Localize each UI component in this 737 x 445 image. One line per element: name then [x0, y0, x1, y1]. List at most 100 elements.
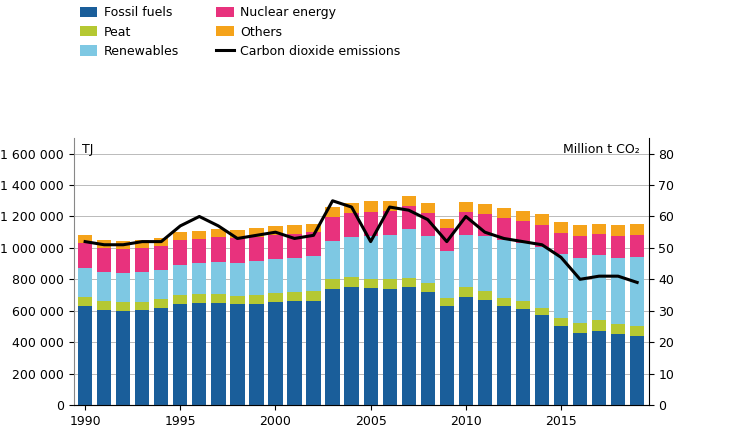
- Bar: [230, 239, 245, 263]
- Bar: [383, 289, 397, 405]
- Bar: [230, 304, 245, 405]
- Bar: [268, 293, 282, 302]
- Bar: [307, 232, 321, 256]
- Bar: [383, 211, 397, 235]
- Bar: [78, 297, 92, 306]
- Carbon dioxide emissions: [461, 214, 470, 219]
- Carbon dioxide emissions: [309, 233, 318, 238]
- Carbon dioxide emissions: [614, 274, 623, 279]
- Bar: [421, 283, 435, 292]
- Carbon dioxide emissions: [119, 242, 128, 247]
- Carbon dioxide emissions: [347, 204, 356, 210]
- Carbon dioxide emissions: [252, 233, 261, 238]
- Bar: [135, 310, 150, 405]
- Bar: [573, 258, 587, 323]
- Bar: [344, 213, 359, 237]
- Bar: [516, 210, 530, 221]
- Carbon dioxide emissions: [195, 214, 203, 219]
- Bar: [212, 262, 226, 294]
- Bar: [307, 256, 321, 291]
- Bar: [212, 237, 226, 262]
- Bar: [592, 255, 607, 320]
- Bar: [326, 279, 340, 289]
- Bar: [535, 214, 549, 225]
- Bar: [307, 291, 321, 300]
- Bar: [287, 301, 301, 405]
- Bar: [402, 229, 416, 278]
- Bar: [135, 248, 150, 272]
- Bar: [440, 251, 454, 298]
- Bar: [249, 261, 264, 295]
- Bar: [363, 212, 378, 236]
- Bar: [516, 301, 530, 309]
- Bar: [78, 235, 92, 243]
- Bar: [516, 243, 530, 301]
- Bar: [78, 268, 92, 297]
- Bar: [154, 247, 168, 270]
- Bar: [249, 303, 264, 405]
- Bar: [116, 249, 130, 272]
- Bar: [402, 206, 416, 229]
- Bar: [192, 231, 206, 239]
- Carbon dioxide emissions: [556, 255, 565, 260]
- Bar: [326, 217, 340, 241]
- Bar: [535, 225, 549, 247]
- Bar: [212, 303, 226, 405]
- Bar: [630, 224, 644, 235]
- Bar: [344, 202, 359, 213]
- Bar: [212, 229, 226, 237]
- Bar: [402, 278, 416, 287]
- Bar: [592, 234, 607, 255]
- Bar: [535, 247, 549, 307]
- Bar: [249, 237, 264, 261]
- Bar: [212, 294, 226, 303]
- Bar: [268, 302, 282, 405]
- Bar: [611, 334, 625, 405]
- Bar: [554, 255, 568, 318]
- Bar: [573, 236, 587, 258]
- Bar: [592, 320, 607, 331]
- Bar: [573, 323, 587, 333]
- Bar: [249, 295, 264, 303]
- Bar: [497, 208, 511, 218]
- Bar: [97, 272, 111, 301]
- Carbon dioxide emissions: [233, 236, 242, 241]
- Carbon dioxide emissions: [80, 239, 89, 244]
- Bar: [592, 224, 607, 234]
- Bar: [97, 248, 111, 272]
- Bar: [154, 239, 168, 247]
- Bar: [497, 298, 511, 306]
- Carbon dioxide emissions: [176, 223, 185, 229]
- Bar: [554, 318, 568, 327]
- Bar: [458, 212, 473, 235]
- Bar: [287, 292, 301, 301]
- Carbon dioxide emissions: [328, 198, 337, 203]
- Bar: [440, 306, 454, 405]
- Carbon dioxide emissions: [500, 236, 509, 241]
- Bar: [440, 228, 454, 251]
- Bar: [440, 298, 454, 306]
- Bar: [268, 226, 282, 235]
- Carbon dioxide emissions: [442, 239, 451, 244]
- Bar: [135, 272, 150, 302]
- Bar: [478, 214, 492, 236]
- Bar: [611, 236, 625, 258]
- Carbon dioxide emissions: [519, 239, 528, 244]
- Bar: [573, 333, 587, 405]
- Bar: [630, 235, 644, 257]
- Bar: [154, 270, 168, 299]
- Bar: [287, 226, 301, 234]
- Bar: [478, 204, 492, 214]
- Carbon dioxide emissions: [423, 217, 432, 222]
- Carbon dioxide emissions: [138, 239, 147, 244]
- Bar: [554, 233, 568, 255]
- Bar: [154, 307, 168, 405]
- Carbon dioxide emissions: [537, 242, 546, 247]
- Bar: [173, 265, 187, 295]
- Bar: [478, 300, 492, 405]
- Bar: [116, 242, 130, 249]
- Carbon dioxide emissions: [481, 230, 489, 235]
- Carbon dioxide emissions: [271, 230, 280, 235]
- Bar: [287, 234, 301, 258]
- Bar: [363, 279, 378, 288]
